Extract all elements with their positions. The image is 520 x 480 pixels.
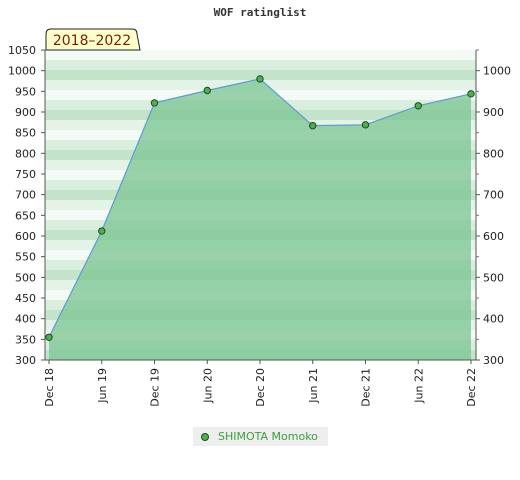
right-tick-label: 500 [483, 271, 504, 284]
right-tick-label: 300 [483, 354, 504, 367]
data-point [98, 227, 106, 235]
period-box [45, 28, 141, 51]
background-band [45, 60, 476, 70]
series-area [49, 78, 471, 360]
legend-marker [201, 432, 209, 441]
x-tick-label: Jun 22 [412, 368, 425, 404]
left-tick-label: 700 [15, 189, 36, 202]
left-tick-label: 800 [15, 147, 36, 160]
period-label: 2018–2022 [53, 33, 131, 49]
data-point [361, 121, 370, 129]
period-badge: 2018–2022 [45, 28, 141, 51]
right-tick-label: 700 [483, 189, 504, 202]
x-tick-label: Dec 19 [149, 368, 162, 407]
left-tick-label: 550 [15, 251, 36, 264]
data-point [150, 99, 159, 107]
data-point [309, 121, 317, 130]
right-tick-label: 900 [483, 106, 504, 119]
x-tick-label: Dec 22 [465, 368, 478, 407]
data-point [45, 333, 53, 341]
right-tick-label: 600 [483, 230, 504, 243]
right-axis-ticks: 300 400 500 600 700 800 900 1000 [476, 49, 511, 367]
x-tick-label: Jun 19 [96, 368, 109, 404]
left-tick-label: 600 [15, 230, 36, 243]
x-axis-ticks: Dec 18 Jun 19 Dec 19 Jun 20 Dec 20 Jun 21 Dec … [43, 360, 478, 407]
series-markers [45, 75, 475, 341]
data-point [414, 102, 422, 110]
left-tick-label: 900 [15, 106, 36, 119]
data-point [203, 86, 211, 95]
x-tick-label: Jun 20 [201, 368, 214, 404]
x-tick-label: Dec 18 [43, 368, 56, 407]
x-tick-label: Jun 21 [307, 368, 320, 404]
left-tick-label: 1000 [8, 65, 36, 78]
background-band [45, 50, 476, 60]
data-point [467, 90, 475, 98]
left-tick-label: 650 [15, 209, 36, 222]
left-axis-ticks: 300 350 400 450 500 550 600 650 700 750 800 850 900 9… [8, 44, 45, 367]
right-tick-label: 400 [483, 313, 504, 326]
left-tick-label: 450 [15, 292, 36, 305]
left-tick-label: 350 [15, 333, 36, 346]
x-tick-label: Dec 20 [254, 368, 267, 407]
left-tick-label: 850 [15, 127, 36, 140]
left-tick-label: 500 [15, 271, 36, 284]
left-tick-label: 300 [15, 354, 36, 367]
legend: SHIMOTA Momoko [193, 427, 328, 446]
chart-title: WOF ratinglist [214, 6, 307, 19]
left-tick-label: 400 [15, 313, 36, 326]
left-tick-label: 750 [15, 168, 36, 181]
data-point [256, 75, 264, 83]
left-tick-label: 1050 [8, 44, 36, 57]
right-tick-label: 800 [483, 147, 504, 160]
background-band [45, 70, 476, 80]
x-tick-label: Dec 21 [360, 368, 373, 407]
legend-series-label: SHIMOTA Momoko [218, 430, 318, 443]
left-tick-label: 950 [15, 85, 36, 98]
right-tick-label: 1000 [483, 65, 511, 78]
